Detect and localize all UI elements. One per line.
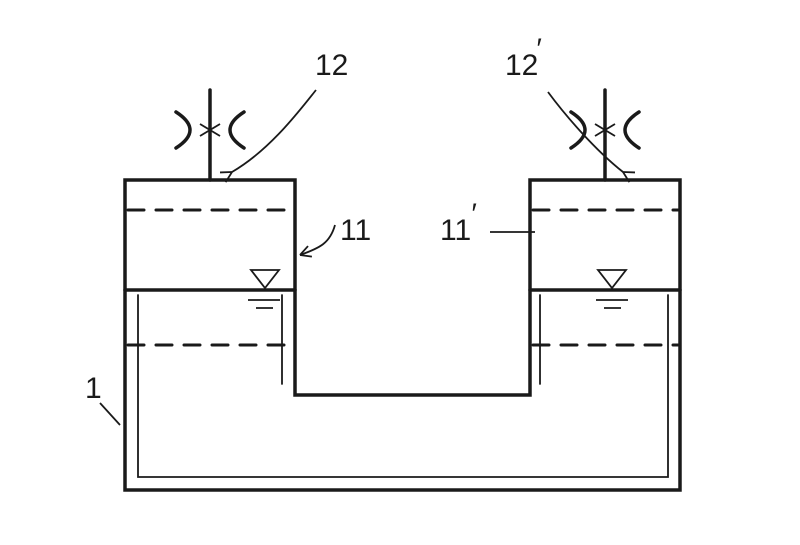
svg-text:11: 11 xyxy=(440,214,471,247)
svg-text:11: 11 xyxy=(340,214,371,247)
svg-text:′: ′ xyxy=(537,34,542,66)
label-1: 1 xyxy=(85,372,102,405)
svg-text:12: 12 xyxy=(315,49,348,82)
svg-text:1: 1 xyxy=(85,372,102,405)
label-12: 12 xyxy=(315,49,348,82)
label-11: 11 xyxy=(340,214,371,247)
svg-text:′: ′ xyxy=(472,199,477,231)
svg-text:12: 12 xyxy=(505,49,538,82)
